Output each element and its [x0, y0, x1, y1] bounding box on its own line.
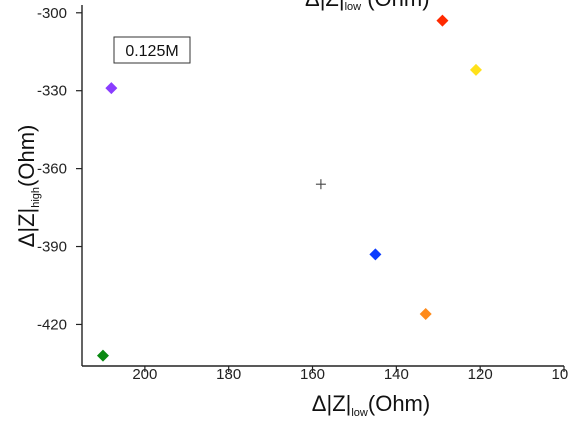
annotation-box: 0.125M: [113, 36, 191, 64]
y-tick-label: -300: [37, 5, 67, 22]
title-fragment: Δ|Z|low (Ohm): [305, 0, 430, 13]
x-tick-label: 140: [384, 366, 409, 383]
x-tick-label: 160: [300, 366, 325, 383]
data-point: [469, 63, 482, 76]
y-tick-label: -360: [37, 161, 67, 178]
data-point: [96, 349, 109, 362]
data-point: [105, 82, 118, 95]
annotation-text: 0.125M: [125, 43, 178, 60]
x-tick-label: 100: [551, 366, 568, 383]
y-tick-label: -390: [37, 239, 67, 256]
data-point: [419, 308, 432, 321]
x-tick-label: 120: [468, 366, 493, 383]
x-ticks: 200 180 160 140 120 100: [132, 366, 568, 383]
x-axis-label: Δ|Z|low(Ohm): [312, 391, 430, 419]
y-tick-label: -330: [37, 83, 67, 100]
x-tick-label: 180: [216, 366, 241, 383]
data-point: [369, 248, 382, 261]
x-tick-label: 200: [132, 366, 157, 383]
data-point: [436, 14, 449, 27]
y-tick-label: -420: [37, 316, 67, 333]
y-ticks: -300 -330 -360 -390 -420: [37, 5, 82, 333]
data-points: [96, 14, 482, 362]
y-axis-label: Δ|Z|high(Ohm): [14, 125, 42, 248]
